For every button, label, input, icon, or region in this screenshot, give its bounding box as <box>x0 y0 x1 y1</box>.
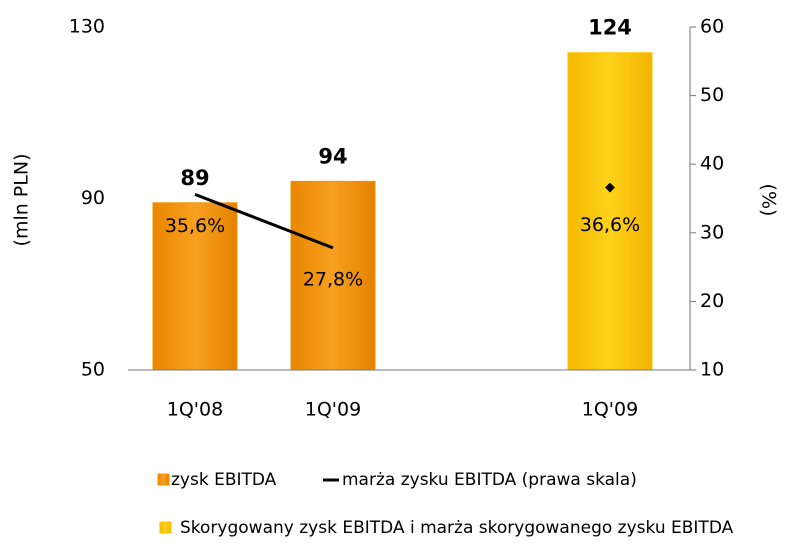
data-label: 94 <box>318 144 347 168</box>
margin-line <box>194 192 334 250</box>
legend-swatch <box>159 521 172 534</box>
y2-axis-label: (%) <box>758 184 780 217</box>
x-tick-label: 1Q'08 <box>167 399 223 421</box>
y2-tick-label: 60 <box>700 16 724 38</box>
data-label: 35,6% <box>165 215 225 237</box>
legend-swatch <box>157 473 170 486</box>
y-axis-label: (mln PLN) <box>11 154 33 247</box>
y2-tick-label: 30 <box>700 221 724 243</box>
legend-label: zysk EBITDA <box>171 470 277 490</box>
legend-label: Skorygowany zysk EBITDA i marża skorygow… <box>180 518 734 538</box>
x-tick-label: 1Q'09 <box>582 399 638 421</box>
y2-tick-label: 40 <box>700 153 724 175</box>
y2-tick-label: 10 <box>700 359 724 381</box>
data-label: 27,8% <box>303 268 363 290</box>
data-label: 89 <box>180 166 209 190</box>
y2-tick-label: 50 <box>700 84 724 106</box>
data-label: 124 <box>588 16 632 40</box>
bar <box>290 180 376 371</box>
y-tick-label: 50 <box>81 359 105 381</box>
data-label: 36,6% <box>580 214 640 236</box>
x-tick-label: 1Q'09 <box>305 399 361 421</box>
y-tick-label: 130 <box>69 16 105 38</box>
bar <box>567 52 653 371</box>
y-tick-label: 90 <box>81 187 105 209</box>
legend-label: marża zysku EBITDA (prawa skala) <box>342 470 637 490</box>
margin-point <box>605 182 615 193</box>
y2-tick-label: 20 <box>700 290 724 312</box>
